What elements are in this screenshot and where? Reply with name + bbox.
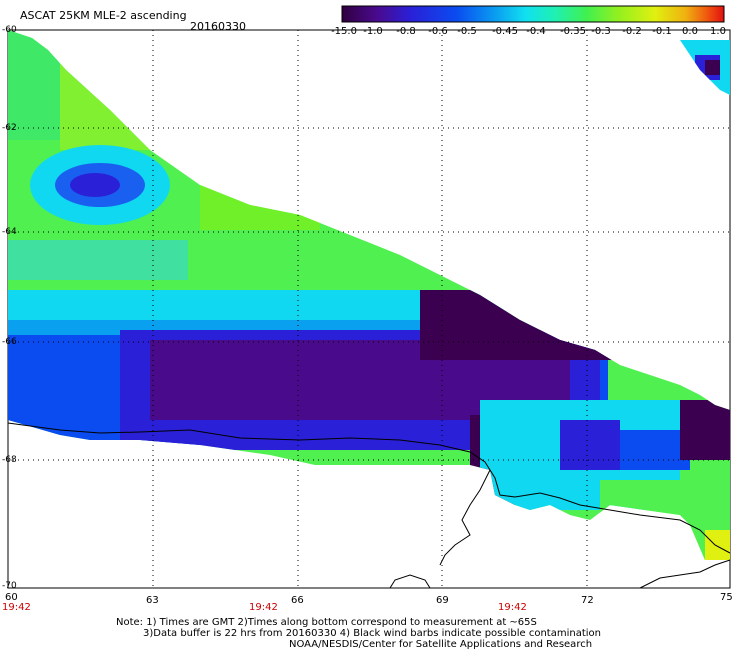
colorbar-tick: -0.1	[652, 26, 672, 37]
coastline	[7, 422, 731, 589]
lat-label: -64	[2, 227, 17, 237]
colorbar-tick: -0.4	[526, 26, 546, 37]
product-title: ASCAT 25KM MLE-2 ascending	[20, 9, 187, 22]
note-line-3: NOAA/NESDIS/Center for Satellite Applica…	[289, 639, 593, 650]
colorbar-tick: -0.5	[457, 26, 477, 37]
colorbar-tick: -0.35	[560, 26, 586, 37]
colorbar-tick: 1.0	[710, 26, 726, 37]
colorbar-tick: -1.0	[363, 26, 383, 37]
colorbar-tick: -0.2	[622, 26, 642, 37]
lat-label: -70	[2, 581, 17, 591]
grid-lines	[8, 30, 730, 588]
colorbar-tick: -0.45	[492, 26, 518, 37]
lat-label: -62	[2, 123, 17, 133]
lon-label: 63	[146, 595, 159, 606]
colorbar-tick: -0.3	[591, 26, 611, 37]
colorbar-tick: -15.0	[331, 26, 357, 37]
colorbar	[341, 5, 725, 23]
colorbar-tick: -0.6	[428, 26, 448, 37]
lat-label: -68	[2, 455, 17, 465]
lat-label: -66	[2, 337, 17, 347]
lon-label: 60	[5, 592, 18, 603]
colorbar-tick: -0.8	[396, 26, 416, 37]
lat-label: -60	[2, 25, 17, 35]
product-date: 20160330	[190, 20, 246, 33]
lon-label: 72	[581, 595, 594, 606]
note-line-2: 3)Data buffer is 22 hrs from 20160330 4)…	[143, 628, 601, 639]
time-label: 19:42	[2, 602, 31, 613]
colorbar-tick: 0.0	[682, 26, 698, 37]
lon-label: 69	[436, 595, 449, 606]
lon-label: 66	[291, 595, 304, 606]
time-label: 19:42	[249, 602, 278, 613]
note-line-1: Note: 1) Times are GMT 2)Times along bot…	[116, 617, 537, 628]
time-label: 19:42	[498, 602, 527, 613]
lon-label: 75	[720, 592, 733, 603]
